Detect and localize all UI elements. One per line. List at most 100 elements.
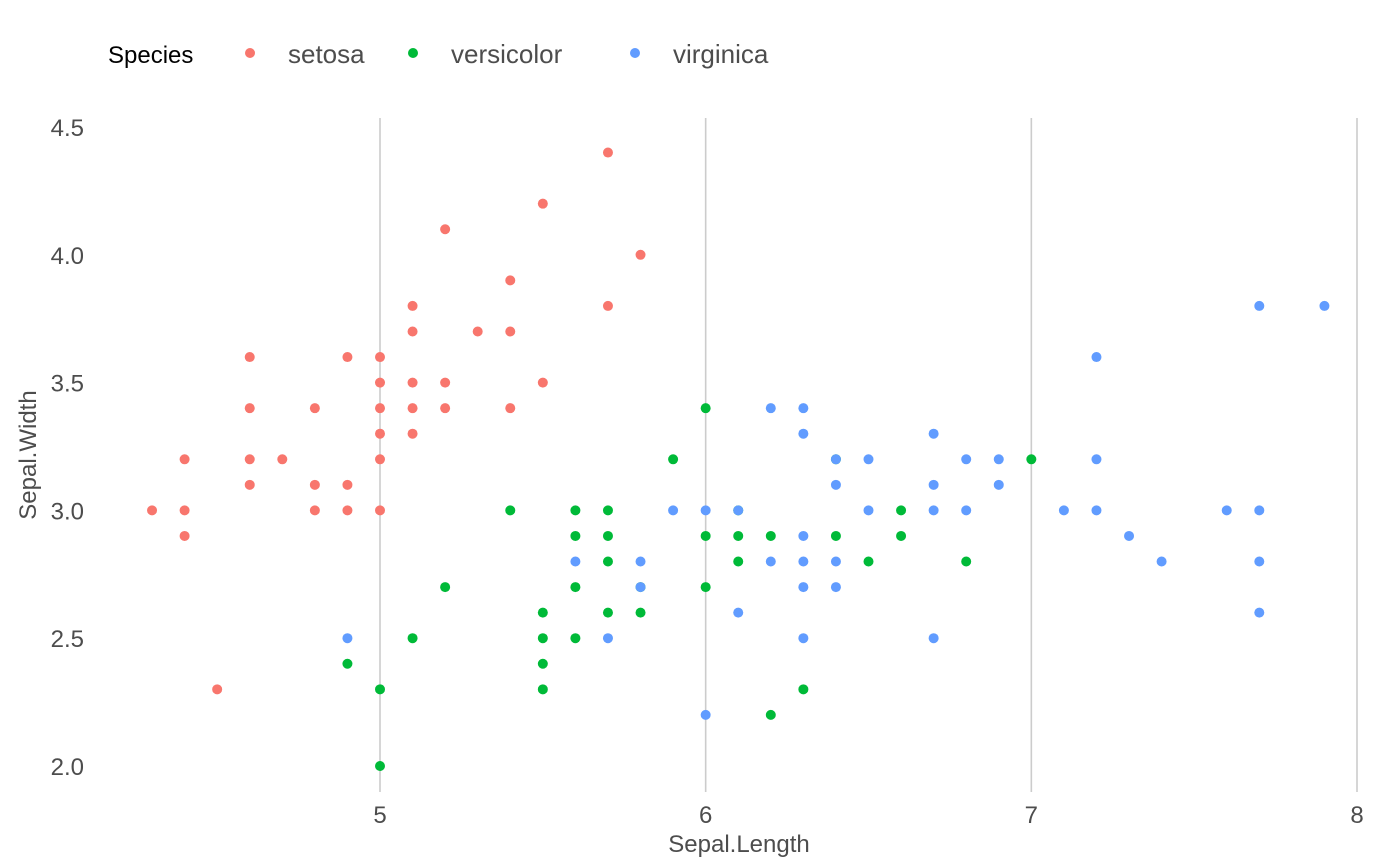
y-tick-label: 3.5 (51, 371, 84, 398)
point-versicolor (602, 556, 613, 567)
point-virginica (765, 403, 776, 414)
point-setosa (244, 352, 255, 363)
point-versicolor (602, 607, 613, 618)
point-setosa (602, 300, 613, 311)
point-versicolor (570, 633, 581, 644)
x-tick-label: 7 (1025, 802, 1038, 829)
point-setosa (505, 275, 516, 286)
point-setosa (244, 479, 255, 490)
point-virginica (635, 556, 646, 567)
point-virginica (635, 582, 646, 593)
point-versicolor (537, 607, 548, 618)
legend-key-setosa (245, 48, 255, 58)
point-virginica (700, 505, 711, 516)
point-setosa (375, 454, 385, 465)
point-setosa (212, 684, 223, 695)
x-tick-label: 8 (1350, 802, 1363, 829)
point-setosa (375, 505, 385, 516)
point-virginica (668, 505, 679, 516)
x-tick-label: 5 (373, 802, 386, 829)
point-virginica (798, 582, 809, 593)
y-tick-label: 3.0 (51, 498, 84, 525)
point-setosa (505, 326, 516, 337)
data-points (147, 147, 1330, 771)
point-versicolor (863, 556, 874, 567)
x-axis-ticks: 5 6 7 8 (373, 802, 1363, 829)
point-versicolor (440, 582, 451, 593)
point-versicolor (700, 582, 711, 593)
point-versicolor (700, 403, 711, 414)
point-virginica (798, 428, 809, 439)
point-virginica (602, 633, 613, 644)
point-setosa (342, 352, 353, 363)
point-setosa (244, 454, 255, 465)
point-setosa (537, 198, 548, 209)
point-setosa (179, 454, 190, 465)
point-versicolor (830, 530, 841, 541)
point-virginica (700, 709, 711, 720)
point-virginica (928, 633, 939, 644)
point-setosa (440, 377, 451, 388)
point-setosa (602, 147, 613, 158)
point-virginica (1091, 454, 1102, 465)
point-versicolor (765, 709, 776, 720)
point-virginica (928, 428, 939, 439)
point-virginica (798, 556, 809, 567)
point-versicolor (537, 684, 548, 695)
point-virginica (570, 556, 581, 567)
point-setosa (179, 505, 190, 516)
point-versicolor (896, 505, 907, 516)
point-setosa (407, 377, 418, 388)
point-virginica (798, 403, 809, 414)
point-virginica (1254, 505, 1265, 516)
point-virginica (1319, 300, 1330, 311)
point-versicolor (537, 658, 548, 669)
point-virginica (830, 556, 841, 567)
point-virginica (993, 454, 1004, 465)
y-tick-label: 4.0 (51, 243, 84, 270)
point-setosa (375, 377, 385, 388)
point-setosa (375, 403, 385, 414)
point-versicolor (602, 505, 613, 516)
point-virginica (928, 479, 939, 490)
point-virginica (1254, 556, 1265, 567)
point-virginica (733, 505, 744, 516)
point-setosa (309, 403, 320, 414)
point-setosa (537, 377, 548, 388)
point-versicolor (733, 556, 744, 567)
point-versicolor (505, 505, 516, 516)
legend-label-setosa: setosa (288, 39, 365, 69)
point-versicolor (668, 454, 679, 465)
point-setosa (309, 479, 320, 490)
y-axis-ticks: 2.0 2.5 3.0 3.5 4.0 4.5 (51, 115, 84, 781)
legend: Species setosa versicolor virginica (108, 39, 769, 69)
point-virginica (928, 505, 939, 516)
point-setosa (635, 249, 646, 260)
point-setosa (309, 505, 320, 516)
point-setosa (407, 428, 418, 439)
point-setosa (179, 530, 190, 541)
point-virginica (798, 530, 809, 541)
point-virginica (765, 556, 776, 567)
point-setosa (440, 224, 451, 235)
point-virginica (830, 454, 841, 465)
point-virginica (733, 607, 744, 618)
x-axis-title: Sepal.Length (668, 831, 809, 858)
legend-key-virginica (630, 48, 640, 58)
y-tick-label: 2.5 (51, 626, 84, 653)
point-virginica (798, 633, 809, 644)
point-virginica (1091, 352, 1102, 363)
point-setosa (472, 326, 483, 337)
point-setosa (342, 479, 353, 490)
point-virginica (830, 479, 841, 490)
legend-label-virginica: virginica (673, 39, 769, 69)
point-setosa (375, 352, 385, 363)
legend-key-versicolor (408, 48, 418, 58)
legend-label-versicolor: versicolor (451, 39, 563, 69)
point-versicolor (635, 607, 646, 618)
point-setosa (407, 300, 418, 311)
point-setosa (407, 326, 418, 337)
point-versicolor (602, 530, 613, 541)
point-versicolor (700, 530, 711, 541)
